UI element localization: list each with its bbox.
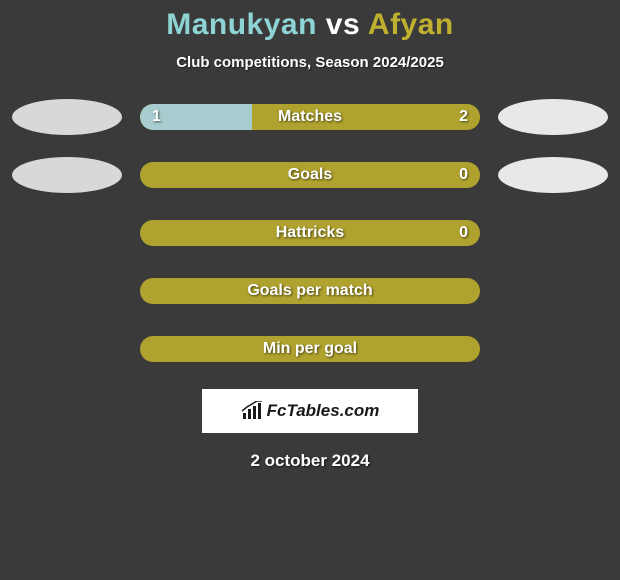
stat-label: Goals per match	[140, 278, 480, 304]
stat-row: Goals per match	[0, 273, 620, 309]
stat-bar: Hattricks0	[140, 220, 480, 246]
stat-bar: Min per goal	[140, 336, 480, 362]
player-left-marker	[12, 99, 122, 135]
stat-row: Matches1 2	[0, 99, 620, 135]
stat-label: Goals	[140, 162, 480, 188]
page-title: Manukyan vs Afyan	[0, 8, 620, 42]
stat-value-right: 0	[459, 220, 468, 246]
stat-bar: Goals0	[140, 162, 480, 188]
stat-value-left: 1	[152, 104, 161, 130]
stat-bar: Goals per match	[140, 278, 480, 304]
brand-box[interactable]: FcTables.com	[202, 389, 418, 433]
stat-value-right: 0	[459, 162, 468, 188]
comparison-card: Manukyan vs Afyan Club competitions, Sea…	[0, 0, 620, 471]
stat-bar: Matches1 2	[140, 104, 480, 130]
stat-label: Matches	[140, 104, 480, 130]
player-right-marker	[498, 157, 608, 193]
player-left-name: Manukyan	[166, 8, 317, 41]
stat-label: Hattricks	[140, 220, 480, 246]
player-right-name: Afyan	[368, 8, 454, 41]
stat-row: Hattricks0	[0, 215, 620, 251]
stat-row: Goals0	[0, 157, 620, 193]
stats-area: Matches12Goals0Hattricks0Goals per match…	[0, 99, 620, 367]
stat-label: Min per goal	[140, 336, 480, 362]
stat-row: Min per goal	[0, 331, 620, 367]
subtitle: Club competitions, Season 2024/2025	[0, 54, 620, 71]
player-right-marker	[498, 99, 608, 135]
date-text: 2 october 2024	[0, 451, 620, 471]
vs-text: vs	[326, 8, 360, 41]
brand-text: FcTables.com	[267, 401, 380, 421]
player-left-marker	[12, 157, 122, 193]
chart-icon	[241, 401, 263, 421]
stat-value-right: 2	[459, 104, 468, 130]
